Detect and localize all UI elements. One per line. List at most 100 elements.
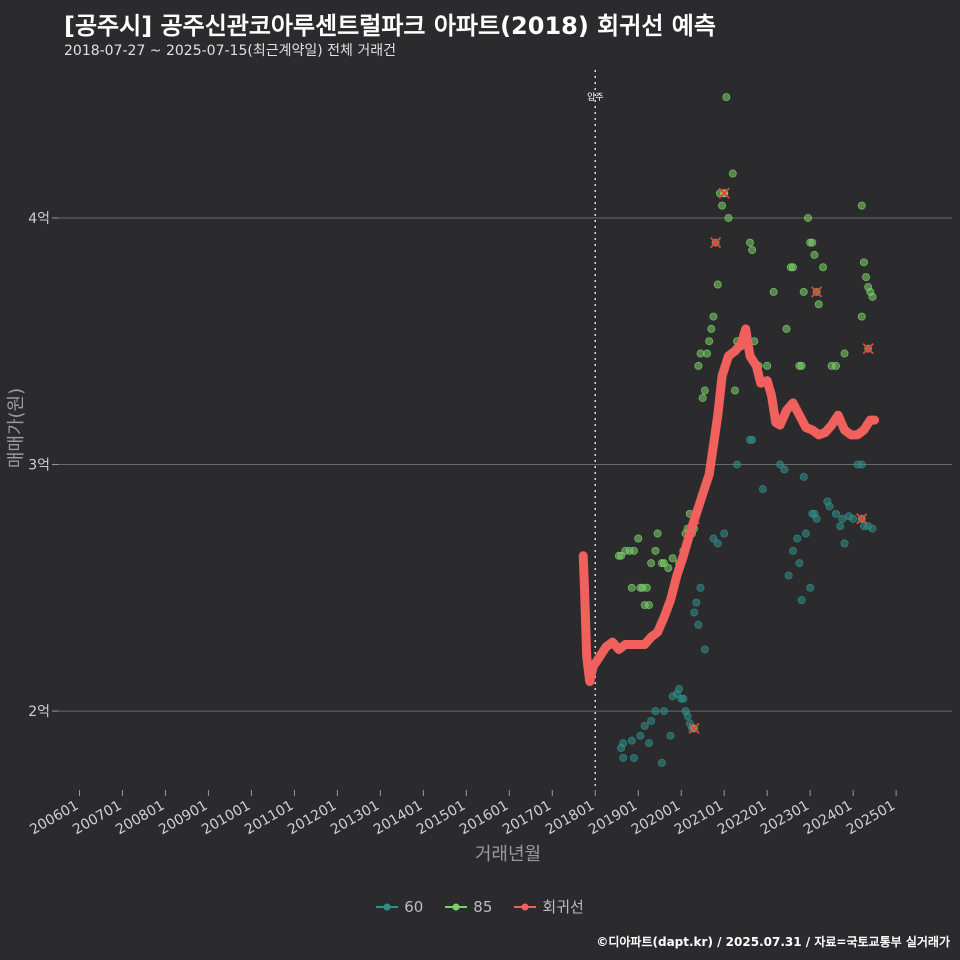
x-tick-label: 200601 <box>27 798 81 839</box>
series-60-point <box>868 524 877 533</box>
series-60-point <box>690 608 699 617</box>
series-85-point <box>644 601 653 610</box>
x-tick-label: 201201 <box>285 798 339 839</box>
legend-key-regression <box>514 903 537 910</box>
series-60-point <box>836 522 845 531</box>
series-85-point <box>814 300 823 309</box>
series-85-point <box>660 559 669 568</box>
x-tick-label: 202301 <box>758 798 812 839</box>
x-tick-label: 201301 <box>328 798 382 839</box>
series-85-point <box>763 361 772 370</box>
x-tick-label: 202401 <box>801 798 855 839</box>
series-85-point <box>703 349 712 358</box>
move-in-label: 입주 <box>587 91 604 103</box>
series-60-point <box>801 529 810 538</box>
y-tick-label: 4억 <box>28 211 50 227</box>
series-85-point <box>642 583 651 592</box>
series-60-point <box>666 731 675 740</box>
series-60-point <box>683 712 692 721</box>
series-85-point <box>664 564 673 573</box>
legend-key-60 <box>376 903 399 910</box>
series-85-point <box>617 551 626 560</box>
x-tick-label: 201601 <box>457 798 511 839</box>
x-tick-label: 201701 <box>500 798 554 839</box>
series-85-point <box>819 263 828 272</box>
series-85-point <box>713 280 722 289</box>
regression-line <box>578 324 880 686</box>
series-85-point <box>700 386 709 395</box>
series-85-point <box>799 287 808 296</box>
y-tick-label: 3억 <box>28 458 50 474</box>
excluded-x-mark <box>810 286 823 298</box>
series-60-point <box>733 460 742 469</box>
x-tick-label: 201501 <box>414 798 468 839</box>
series-85-point <box>840 349 849 358</box>
x-tick-label: 201801 <box>543 798 597 839</box>
series-60-point <box>748 435 757 444</box>
series-85-point <box>745 238 754 247</box>
series-60-point <box>657 758 666 767</box>
series-60-point <box>784 571 793 580</box>
x-tick-label: 202501 <box>844 798 898 839</box>
x-tick-label: 201101 <box>242 798 296 839</box>
series-85-point <box>718 201 727 210</box>
series-85-point <box>627 583 636 592</box>
series-60-point <box>619 739 628 748</box>
legend-label-regression: 회귀선 <box>542 898 584 916</box>
series-60-point <box>636 731 645 740</box>
series-60-point <box>793 534 802 543</box>
series-60-point <box>806 583 815 592</box>
legend-key-85 <box>445 903 468 910</box>
series-60-point <box>640 721 649 730</box>
series-60-point <box>849 514 858 523</box>
x-tick-label: 202101 <box>672 798 726 839</box>
series-60-point <box>799 472 808 481</box>
x-tick-label: 200901 <box>156 798 210 839</box>
regression-line-group <box>578 324 880 686</box>
footer-credit: ©디아파트(dapt.kr) / 2025.07.31 / 자료=국토교통부 실… <box>596 935 950 949</box>
series-85-point <box>730 386 739 395</box>
legend-label-60: 60 <box>404 897 424 916</box>
x-tick-label: 202001 <box>629 798 683 839</box>
x-tick-label: 201901 <box>586 798 640 839</box>
series-60-point <box>795 559 804 568</box>
series-60-point <box>675 684 684 693</box>
series-60-point <box>840 539 849 548</box>
series-85-point <box>722 93 731 102</box>
series-60-point <box>644 739 653 748</box>
x-tick-label: 202201 <box>715 798 769 839</box>
series-60-points <box>617 435 877 767</box>
y-axis-label: 매매가(원) <box>6 388 27 468</box>
x-axis-ticks: 2006012007012008012009012010012011012012… <box>27 790 898 838</box>
series-60-point <box>709 534 718 543</box>
series-85-point <box>629 546 638 555</box>
series-60-point <box>713 539 722 548</box>
legend-item-85: 85 <box>445 898 492 916</box>
chart-legend: 60 85 회귀선 <box>0 896 960 917</box>
series-60-point <box>788 546 797 555</box>
series-85-point <box>707 324 716 333</box>
series-60-point <box>627 736 636 745</box>
series-85-point <box>748 245 757 254</box>
chart-subtitle: 2018-07-27 ~ 2025-07-15(최근계약일) 전체 거래건 <box>64 43 396 59</box>
legend-item-60: 60 <box>376 898 423 916</box>
series-85-point <box>647 559 656 568</box>
series-85-point <box>831 361 840 370</box>
series-85-point <box>709 312 718 321</box>
series-85-point <box>668 554 677 563</box>
series-60-point <box>694 620 703 629</box>
chart-title: [공주시] 공주신관코아루센트럴파크 아파트(2018) 회귀선 예측 <box>64 12 716 40</box>
series-85-point <box>724 213 733 222</box>
series-60-point <box>679 694 688 703</box>
gridlines <box>58 217 952 712</box>
x-tick-label: 201401 <box>371 798 425 839</box>
series-85-point <box>857 201 866 210</box>
series-60-point <box>797 596 806 605</box>
series-60-point <box>857 460 866 469</box>
series-85-point <box>808 238 817 247</box>
series-60-point <box>700 645 709 654</box>
series-85-point <box>698 393 707 402</box>
series-60-point <box>758 485 767 494</box>
series-60-point <box>812 514 821 523</box>
